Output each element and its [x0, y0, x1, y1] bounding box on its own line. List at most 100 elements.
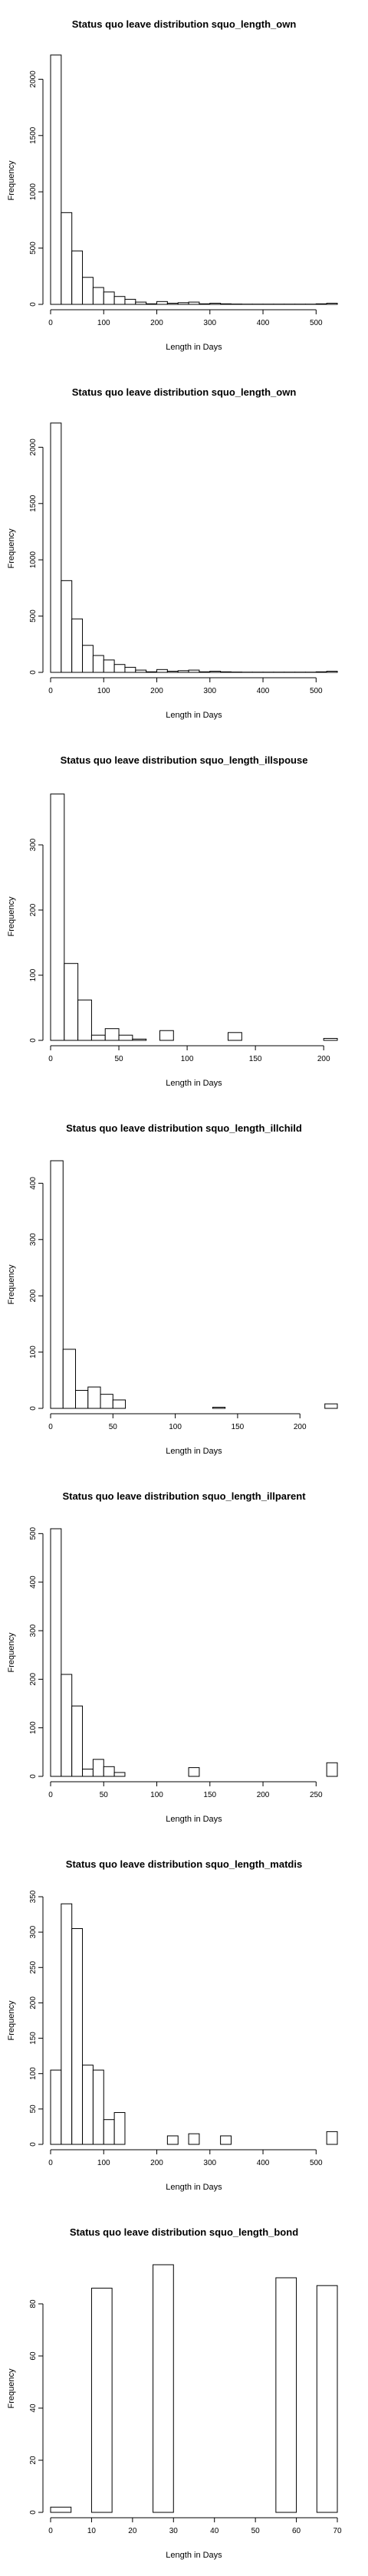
x-tick-label: 50 — [100, 1791, 109, 1799]
x-tick-label: 150 — [203, 1791, 216, 1799]
x-tick-label: 50 — [114, 1055, 123, 1063]
histogram-bar — [159, 1030, 173, 1040]
chart-title: Status quo leave distribution squo_lengt… — [72, 18, 297, 30]
y-tick-label: 300 — [29, 838, 38, 851]
histogram-panel: Status quo leave distribution squo_lengt… — [7, 18, 337, 352]
x-tick-label: 200 — [150, 2159, 163, 2167]
chart-title: Status quo leave distribution squo_lengt… — [66, 1122, 302, 1134]
y-axis-label: Frequency — [7, 1632, 16, 1672]
histogram-bar — [317, 2285, 337, 2512]
x-tick-label: 150 — [232, 1423, 245, 1431]
x-tick-label: 30 — [169, 2527, 179, 2535]
histogram-bar — [324, 1038, 337, 1040]
histogram-bar — [167, 2136, 178, 2144]
y-tick-label: 500 — [29, 1527, 38, 1540]
y-tick-label: 400 — [29, 1177, 38, 1190]
x-tick-label: 300 — [203, 2159, 216, 2167]
histogram-bar — [125, 667, 136, 672]
histogram-bar — [72, 1706, 83, 1776]
x-axis-label: Length in Days — [166, 1079, 222, 1088]
x-tick-label: 0 — [48, 2159, 53, 2167]
x-axis-label: Length in Days — [166, 343, 222, 352]
y-tick-label: 150 — [29, 2032, 38, 2045]
histogram-panel: Status quo leave distribution squo_lengt… — [7, 2226, 342, 2560]
histogram-bar — [51, 2507, 71, 2512]
chart-title: Status quo leave distribution squo_lengt… — [70, 2226, 298, 2238]
y-tick-label: 1500 — [29, 495, 38, 512]
histogram-bar — [189, 2134, 199, 2144]
y-tick-label: 40 — [29, 2404, 38, 2413]
histogram-bar — [51, 1161, 63, 1408]
y-tick-label: 0 — [29, 302, 38, 307]
histogram-bar — [136, 670, 146, 672]
y-tick-label: 0 — [29, 2510, 38, 2515]
histogram-bar — [114, 1773, 125, 1776]
chart-title: Status quo leave distribution squo_lengt… — [61, 754, 308, 766]
histogram-bar — [125, 299, 136, 304]
histogram-bar — [63, 1349, 75, 1408]
y-axis-label: Frequency — [7, 896, 16, 936]
x-tick-label: 0 — [48, 687, 53, 695]
x-tick-label: 400 — [257, 2159, 270, 2167]
y-tick-label: 350 — [29, 1890, 38, 1903]
y-tick-label: 500 — [29, 610, 38, 623]
histogram-bar — [119, 1035, 133, 1040]
histogram-bar — [133, 1039, 146, 1040]
y-tick-label: 200 — [29, 903, 38, 916]
y-tick-label: 2000 — [29, 71, 38, 88]
histogram-bar — [189, 1768, 199, 1776]
x-tick-label: 300 — [203, 319, 216, 327]
histogram-bar — [104, 660, 114, 672]
x-tick-label: 200 — [317, 1055, 330, 1063]
histogram-bar — [276, 2278, 297, 2512]
histogram-bar — [64, 964, 78, 1040]
y-tick-label: 0 — [29, 1406, 38, 1411]
y-tick-label: 200 — [29, 1996, 38, 2009]
histogram-bar — [51, 794, 64, 1040]
x-tick-label: 0 — [48, 319, 53, 327]
x-tick-label: 0 — [48, 2527, 53, 2535]
histogram-bar — [91, 2288, 112, 2512]
y-tick-label: 50 — [29, 2104, 38, 2114]
histogram-bar — [61, 212, 72, 304]
x-tick-label: 100 — [97, 319, 110, 327]
y-tick-label: 100 — [29, 2067, 38, 2080]
x-tick-label: 200 — [257, 1791, 270, 1799]
histogram-bar — [51, 1529, 61, 1776]
x-tick-label: 100 — [169, 1423, 182, 1431]
x-tick-label: 70 — [333, 2527, 342, 2535]
y-tick-label: 2000 — [29, 439, 38, 456]
x-tick-label: 200 — [150, 319, 163, 327]
y-tick-label: 0 — [29, 1774, 38, 1779]
x-tick-label: 300 — [203, 687, 216, 695]
histogram-bar — [114, 2112, 125, 2144]
x-axis-label: Length in Days — [166, 1815, 222, 1824]
histogram-bar — [93, 288, 104, 304]
histogram-bar — [178, 303, 189, 304]
x-tick-label: 0 — [48, 1055, 53, 1063]
x-axis-label: Length in Days — [166, 711, 222, 720]
y-axis-label: Frequency — [7, 528, 16, 568]
histogram-bar — [61, 1674, 72, 1776]
histogram-bar — [88, 1387, 100, 1408]
histogram-bar — [325, 1404, 337, 1408]
histogram-bar — [104, 292, 114, 304]
y-tick-label: 100 — [29, 1721, 38, 1734]
x-tick-label: 0 — [48, 1423, 53, 1431]
histogram-bar — [78, 1000, 92, 1040]
chart-title: Status quo leave distribution squo_lengt… — [66, 1858, 302, 1870]
histogram-bar — [72, 619, 83, 672]
histogram-bar — [327, 1763, 337, 1776]
histogram-bar — [93, 656, 104, 672]
x-tick-label: 150 — [249, 1055, 262, 1063]
histogram-bar — [83, 646, 94, 672]
x-tick-label: 200 — [150, 687, 163, 695]
y-tick-label: 0 — [29, 2142, 38, 2147]
x-tick-label: 100 — [150, 1791, 163, 1799]
histogram-bar — [105, 1029, 119, 1040]
chart-title: Status quo leave distribution squo_lengt… — [62, 1490, 306, 1502]
x-tick-label: 40 — [210, 2527, 219, 2535]
y-tick-label: 300 — [29, 1624, 38, 1637]
y-tick-label: 1000 — [29, 551, 38, 569]
